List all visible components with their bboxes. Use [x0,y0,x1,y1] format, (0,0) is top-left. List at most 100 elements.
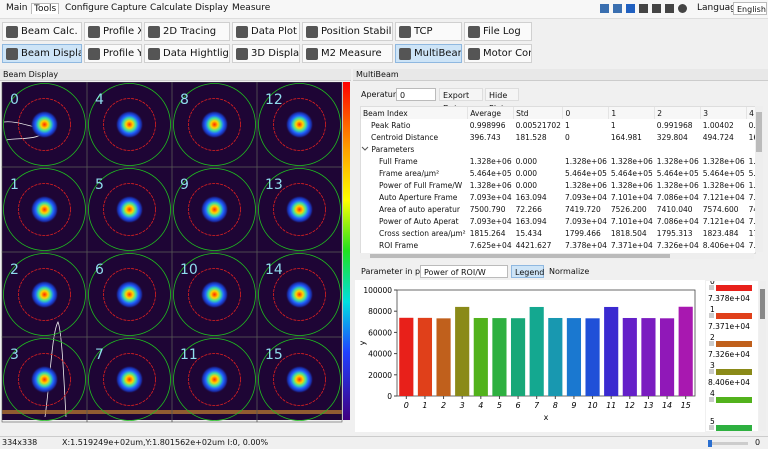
legend-name: 0 [710,281,715,286]
toolbar-button[interactable]: Motor Control [464,44,532,63]
toolbar-button[interactable]: Profile X [84,22,142,41]
beam-label: 0 [10,92,19,108]
button-icon [236,48,248,60]
menu-item[interactable]: Calculate [150,3,192,13]
normalize-toggle[interactable]: Normalize [549,267,589,276]
cell-text: Parameters [371,145,414,154]
x-tick-label: 6 [516,401,521,410]
toolbar-button[interactable]: Position Stability [302,22,393,41]
toolbar-button[interactable]: Beam Display [2,44,82,63]
toolbar-button[interactable]: Data Hightlight [144,44,230,63]
icon[interactable] [613,4,622,13]
button-label: Profile X [103,26,142,37]
table-cell: 0.991968 [655,119,701,131]
menu-item[interactable]: Main [6,3,28,13]
legend-button[interactable]: Legend [511,265,544,278]
y-tick-label: 20000 [368,371,392,380]
y-tick-label: 60000 [368,328,392,337]
menu-item[interactable]: Display [195,3,228,13]
table-row: Parameters [361,143,756,155]
aperture-label: Aperature [361,90,401,99]
toolbar-button[interactable]: MultiBeam [395,44,462,63]
cell-text: 7.371e+04 [611,241,653,250]
hide-plot-button[interactable]: Hide Plot [485,88,519,101]
cell-text: 181.528 [516,133,547,142]
legend-name: 4 [710,389,715,398]
icon[interactable] [652,4,661,13]
toolbar-button[interactable]: TCP [395,22,462,41]
panel-title: MultiBeam [353,69,768,81]
button-icon [468,26,480,38]
toolbar-button[interactable]: M2 Measure [302,44,393,63]
icon[interactable] [600,4,609,13]
bar [455,307,469,396]
cell-text: 4421.627 [516,241,552,250]
table-row: Power of Auto Aperat7.093e+04163.0947.09… [361,215,756,227]
menu-item[interactable]: Configure [65,3,109,13]
toolbar-button[interactable]: File Log [464,22,532,41]
beam-spot [116,281,144,309]
table-cell: 1.328e+06 [655,155,701,167]
icon[interactable] [626,4,635,13]
table-cell: 7.093e+04 [563,215,609,227]
button-label: Position Stability [321,26,393,37]
toolbar-button[interactable]: Profile Y [84,44,142,63]
panel-title: Beam Display [0,69,351,81]
beam-label: 13 [265,177,283,193]
aperture-select[interactable]: 0 [396,88,436,101]
beam-spot [286,111,314,139]
cell-text: 1 [611,121,616,130]
table-cell: 72.266 [514,203,563,215]
cell-text: 1795.313 [657,229,693,238]
data-table: Beam IndexAverageStd01234Peak Ratio0.998… [361,107,756,251]
button-label: TCP [414,26,433,37]
cell-text: 7.086e+04 [657,193,699,202]
table-cell: 7.371e+04 [609,239,655,251]
row-label: Frame area/µm² [361,167,468,179]
cell-text: 163.094 [516,217,547,226]
scrollbar[interactable] [755,106,763,252]
export-button[interactable]: Export Data [439,88,483,101]
row-label: Centroid Distance [361,131,468,143]
beam-label: 5 [95,177,104,193]
cell-text: 7.101e+04 [611,217,653,226]
cell-text: 7.378e+04 [565,241,607,250]
icon[interactable] [665,4,674,13]
beam-spot [286,366,314,394]
menu-item[interactable]: Capture [111,3,147,13]
bar [679,307,693,396]
cell-text: 1.328e+06 [657,157,699,166]
beam-label: 4 [95,92,104,108]
plot-param-select[interactable]: Power of ROI/W [420,265,508,278]
scrollbar[interactable] [360,253,754,259]
bar [436,318,450,396]
table-cell: 0.000 [514,167,563,179]
cell-text: 7.625e+04 [470,241,512,250]
table-row: Full Frame1.328e+060.0001.328e+061.328e+… [361,155,756,167]
scrollbar[interactable] [759,281,766,431]
slider[interactable] [708,442,748,445]
table-cell: 7.625e+04 [468,239,514,251]
toolbar-button[interactable]: Beam Calc. [2,22,82,41]
status-value: 0 [755,438,760,447]
cell-text: 7.101e+04 [611,193,653,202]
x-tick-label: 13 [643,401,653,410]
icon[interactable] [678,4,687,13]
table-row: Power of Full Frame/W1.328e+060.0001.328… [361,179,756,191]
beam-label: 12 [265,92,283,108]
cell-text: 5.464e+05 [657,169,699,178]
toolbar-button[interactable]: 2D Tracing [144,22,230,41]
button-icon [399,26,411,38]
table-cell: 1 [609,119,655,131]
toolbar-button[interactable]: Data Plot [232,22,300,41]
menu-item[interactable]: Tools [31,3,59,14]
legend-value: 7.371e+04 [708,322,750,331]
language-select[interactable]: English [733,2,767,15]
icon[interactable] [639,4,648,13]
chevron[interactable] [361,146,369,152]
x-tick-label: 12 [625,401,635,410]
menu-item[interactable]: Measure [232,3,270,13]
y-axis-label: y [358,340,367,345]
toolbar-button[interactable]: 3D Display [232,44,300,63]
